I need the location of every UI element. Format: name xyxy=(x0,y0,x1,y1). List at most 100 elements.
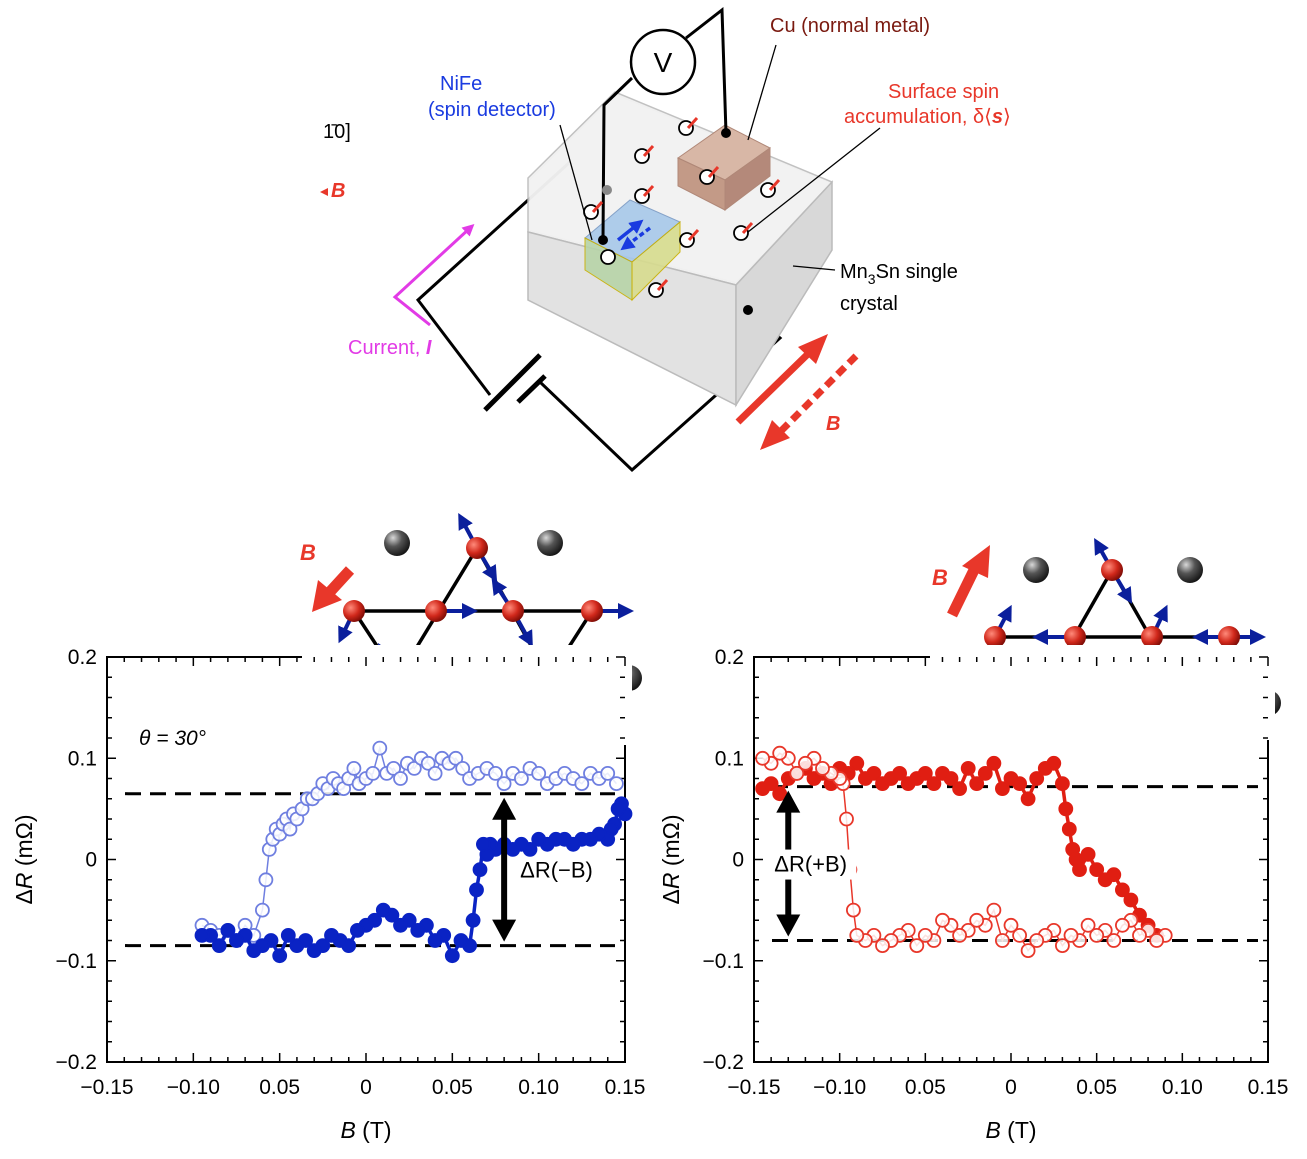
battery-plate-short xyxy=(516,374,547,404)
data-point xyxy=(772,745,788,761)
voltmeter-wire-right xyxy=(685,7,728,134)
current-circuit-wire xyxy=(415,160,572,396)
data-point xyxy=(349,923,365,938)
y-tick-label: −0.1 xyxy=(703,950,744,973)
mn-atom xyxy=(343,600,365,622)
data-point xyxy=(1123,892,1139,908)
leader-mn3sn xyxy=(792,265,836,271)
field-label-schematic: B xyxy=(826,413,840,435)
y-axis-label-symbol: R xyxy=(11,873,37,890)
data-point xyxy=(220,923,236,938)
x-tick-label: −0.10 xyxy=(813,1076,866,1099)
sn-atom xyxy=(1023,557,1049,583)
data-point xyxy=(531,766,547,781)
data-point xyxy=(1089,928,1105,943)
current-label: Current, I xyxy=(348,337,432,359)
data-point xyxy=(258,872,274,888)
y-tick-label: −0.2 xyxy=(56,1051,97,1074)
surface-label-text: accumulation, δ⟨ xyxy=(844,106,992,128)
mn-atom xyxy=(1101,559,1123,581)
current-label-symbol: I xyxy=(426,337,432,359)
data-point xyxy=(849,928,865,943)
delta-r-arrow-head-down xyxy=(492,919,517,942)
x-tick-label: −0.15 xyxy=(727,1076,780,1099)
data-point xyxy=(1012,928,1027,943)
data-point xyxy=(254,902,270,918)
surface-spins xyxy=(583,120,776,298)
x-tick-label: 0.05 xyxy=(905,1076,946,1099)
data-point xyxy=(410,923,426,938)
battery-plate-long xyxy=(483,353,542,412)
mn-atom xyxy=(1141,626,1163,648)
voltmeter-icon xyxy=(629,28,697,96)
data-point xyxy=(952,928,967,943)
spin-marker xyxy=(600,249,616,265)
data-point xyxy=(917,766,933,781)
spin-arrow xyxy=(686,116,699,130)
data-point xyxy=(306,943,322,958)
data-point xyxy=(282,821,298,837)
field-arrow-positive xyxy=(735,347,815,425)
y-tick-label: 0 xyxy=(732,849,744,872)
mn-atom xyxy=(1064,626,1086,648)
data-point xyxy=(610,801,626,817)
x-axis-label: B (T) xyxy=(340,1117,391,1143)
data-point xyxy=(448,750,464,766)
data-point xyxy=(1115,882,1130,898)
surface-label-end: ⟩ xyxy=(1003,106,1011,128)
x-tick-label: 0.15 xyxy=(605,1076,646,1099)
current-arrow xyxy=(392,223,475,327)
y-tick-label: 0.2 xyxy=(68,646,97,669)
delta-r-label-backdrop xyxy=(770,849,857,880)
x-tick-label: 0.10 xyxy=(1162,1076,1203,1099)
data-point xyxy=(246,943,262,958)
mn3sn-label-line2: crystal xyxy=(840,293,898,315)
data-point xyxy=(609,776,624,791)
data-point xyxy=(986,902,1002,918)
contact-dot-crystal xyxy=(743,305,753,315)
data-point xyxy=(952,781,967,796)
nife-label-line2: (spin detector) xyxy=(428,99,556,121)
delta-r-label: ΔR(+B) xyxy=(774,852,847,877)
field-arrow-positive-head xyxy=(798,334,828,364)
data-point xyxy=(846,902,861,918)
data-point xyxy=(1029,771,1045,786)
contact-dot-cu xyxy=(721,128,731,138)
contact-dot-nife xyxy=(598,235,608,245)
data-point xyxy=(420,755,436,771)
surface-label-symbol: s xyxy=(992,106,1003,128)
x-tick-label: 0.05 xyxy=(432,1076,473,1099)
data-point xyxy=(1058,801,1074,817)
data-point xyxy=(272,948,288,964)
data-point xyxy=(1080,917,1096,933)
spin-arrow xyxy=(642,144,655,158)
voltmeter-label: V xyxy=(654,47,673,78)
lattice-field-label-left: B xyxy=(300,540,316,565)
axis-b-fragment: B xyxy=(331,180,345,202)
data-point xyxy=(875,938,890,953)
surface-label-line2: accumulation, δ⟨s⟩ xyxy=(844,106,1011,128)
x-axis-label-symbol: B xyxy=(985,1117,1000,1143)
chart-left-blue: −0.15 −0.10 0.05 0 0.05 0.10 0.15−0.2−0.100.10… xyxy=(11,645,645,1143)
spin-arrow xyxy=(591,200,604,214)
lattice-field-arrow xyxy=(323,566,355,598)
y-axis-label: ΔR (mΩ) xyxy=(11,814,37,904)
voltmeter-wire-left xyxy=(601,76,634,241)
data-point xyxy=(1149,933,1164,948)
data-point xyxy=(1055,776,1070,791)
surface-spin-arrows xyxy=(591,116,781,292)
x-tick-label: −0.15 xyxy=(80,1076,133,1099)
spin-arrow xyxy=(707,165,720,179)
leader-cu xyxy=(747,44,777,141)
data-point xyxy=(1003,917,1019,933)
mn-atom xyxy=(1218,626,1240,648)
data-point xyxy=(375,902,391,918)
mn3sn-label-line1: Mn3Sn single xyxy=(840,261,958,287)
mn-atom xyxy=(466,537,488,559)
delta-r-label: ΔR(−B) xyxy=(520,858,593,883)
data-point xyxy=(514,771,529,786)
mn-atom xyxy=(984,626,1006,648)
data-point xyxy=(531,831,547,847)
data-point xyxy=(1080,847,1096,862)
data-point xyxy=(465,912,481,928)
